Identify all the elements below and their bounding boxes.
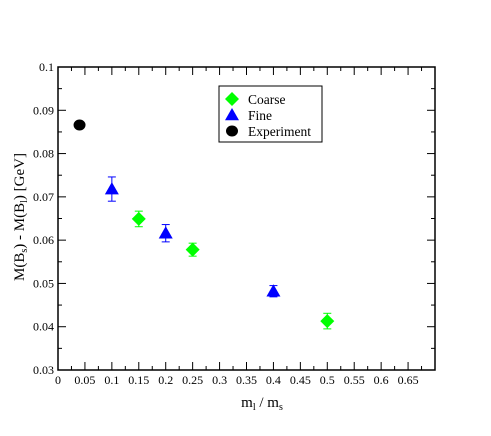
coarse-point — [131, 211, 146, 226]
fine-point — [158, 226, 173, 239]
legend-fine-symbol — [225, 108, 239, 121]
y-tick-label: 0.03 — [33, 363, 54, 377]
x-tick-label: 0.65 — [398, 373, 419, 387]
y-axis-title: M(Bs) - M(Bl) [GeV] — [12, 153, 30, 281]
x-tick-label: 0.1 — [104, 373, 119, 387]
legend-coarse-label: Coarse — [248, 92, 286, 107]
error-bars — [107, 176, 332, 330]
y-tick-label: 0.04 — [33, 320, 54, 334]
legend-coarse-symbol — [225, 92, 239, 106]
y-tick-label: 0.09 — [33, 103, 54, 117]
x-tick-label: 0.45 — [290, 373, 311, 387]
x-tick-label: 0.55 — [344, 373, 365, 387]
fine-point — [266, 284, 281, 297]
x-tick-label: 0.5 — [320, 373, 335, 387]
x-tick-label: 0.05 — [74, 373, 95, 387]
x-tick-label: 0.35 — [236, 373, 257, 387]
y-tick-label: 0.08 — [33, 147, 54, 161]
experiment-point — [73, 119, 86, 131]
x-tick-label: 0.15 — [128, 373, 149, 387]
x-tick-label: 0.6 — [374, 373, 389, 387]
coarse-point — [320, 314, 335, 329]
legend-experiment-label: Experiment — [248, 124, 311, 139]
legend-fine-label: Fine — [248, 108, 272, 123]
x-tick-label: 0.2 — [158, 373, 173, 387]
x-tick-label: 0.4 — [266, 373, 281, 387]
coarse-point — [185, 242, 200, 257]
fine-point — [104, 182, 119, 195]
y-tick-label: 0.1 — [39, 60, 54, 74]
data-markers — [73, 119, 335, 329]
y-tick-label: 0.07 — [33, 190, 54, 204]
x-tick-label: 0.25 — [182, 373, 203, 387]
y-tick-label: 0.06 — [33, 233, 54, 247]
x-axis-title: ml / ms — [241, 395, 283, 413]
axis-ticks — [57, 66, 436, 371]
tick-labels: 0 0.05 0.1 0.15 0.2 0.25 0.3 0.35 0.4 0.45 0.5 0.55… — [33, 60, 419, 387]
x-tick-label: 0 — [55, 373, 61, 387]
legend-experiment-symbol — [226, 125, 238, 137]
x-tick-label: 0.3 — [212, 373, 227, 387]
y-tick-label: 0.05 — [33, 276, 54, 290]
